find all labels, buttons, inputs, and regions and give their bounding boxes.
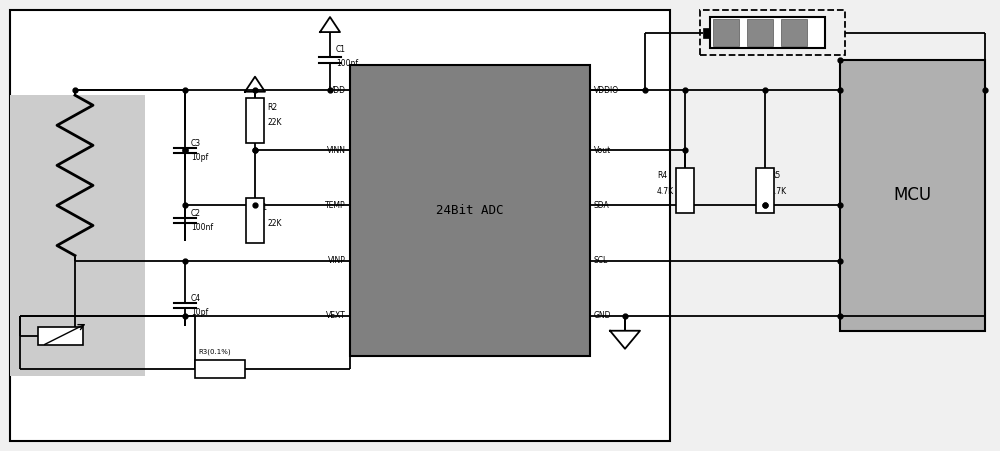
Bar bbox=[703, 28, 710, 37]
Text: MCU: MCU bbox=[893, 186, 932, 204]
Bar bbox=[38, 327, 82, 345]
Bar bbox=[710, 17, 825, 48]
Text: 24Bit ADC: 24Bit ADC bbox=[436, 204, 504, 217]
Text: 4.7K: 4.7K bbox=[657, 188, 674, 197]
Text: C4: C4 bbox=[191, 294, 201, 303]
Text: R1: R1 bbox=[257, 203, 267, 212]
Text: VDD: VDD bbox=[329, 86, 346, 95]
Bar bbox=[350, 65, 590, 356]
Text: 100nf: 100nf bbox=[336, 59, 358, 68]
Bar bbox=[246, 98, 264, 143]
Bar bbox=[195, 360, 245, 378]
Text: R3(0.1%): R3(0.1%) bbox=[198, 349, 231, 355]
Text: 4.7K: 4.7K bbox=[770, 188, 787, 197]
Text: VINP: VINP bbox=[328, 256, 346, 265]
Text: 22K: 22K bbox=[267, 118, 282, 127]
Text: 22K: 22K bbox=[267, 218, 282, 227]
Text: C2: C2 bbox=[191, 209, 201, 218]
Text: TEMP: TEMP bbox=[325, 201, 346, 210]
Text: VDDIO: VDDIO bbox=[594, 86, 619, 95]
Bar bbox=[10, 95, 145, 376]
Text: C1: C1 bbox=[336, 45, 346, 54]
Bar bbox=[781, 19, 807, 46]
Bar bbox=[700, 10, 845, 55]
Bar bbox=[840, 60, 985, 331]
Text: 100nf: 100nf bbox=[191, 223, 213, 232]
Text: GND: GND bbox=[594, 311, 612, 320]
Bar bbox=[756, 168, 774, 213]
Text: R5: R5 bbox=[770, 171, 780, 180]
Text: VEXT: VEXT bbox=[326, 311, 346, 320]
Bar bbox=[10, 10, 670, 441]
Bar bbox=[676, 168, 694, 213]
Text: C3: C3 bbox=[191, 139, 201, 148]
Bar bbox=[246, 198, 264, 243]
Text: Vout: Vout bbox=[594, 146, 611, 155]
Text: 10pf: 10pf bbox=[191, 308, 208, 317]
Text: VINN: VINN bbox=[327, 146, 346, 155]
Bar bbox=[713, 19, 739, 46]
Text: 10pf: 10pf bbox=[191, 153, 208, 162]
Bar bbox=[747, 19, 773, 46]
Text: R2: R2 bbox=[267, 103, 277, 112]
Text: SDA: SDA bbox=[594, 201, 610, 210]
Text: SCL: SCL bbox=[594, 256, 608, 265]
Text: R4: R4 bbox=[657, 171, 667, 180]
